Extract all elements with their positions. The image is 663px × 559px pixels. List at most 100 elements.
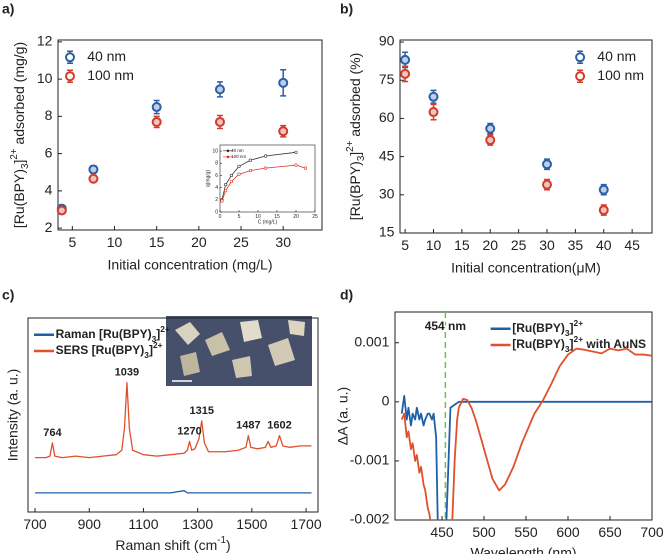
label-part: [Ru(BPY) bbox=[512, 321, 565, 335]
data-point bbox=[88, 173, 99, 184]
peak-label: 1270 bbox=[177, 425, 201, 437]
data-point bbox=[400, 54, 411, 65]
label-part: 2+ bbox=[574, 318, 584, 328]
x-axis-label: Initial concentration (mg/L) bbox=[108, 257, 273, 273]
panel-label: b) bbox=[340, 1, 353, 17]
x-tick-label: 550 bbox=[514, 524, 538, 540]
y-tick-label: 2 bbox=[45, 219, 53, 235]
legend-label: [Ru(BPY)3]2+ with AuNS bbox=[512, 334, 646, 354]
legend-marker bbox=[65, 71, 75, 82]
plot-frame bbox=[399, 39, 653, 234]
y-tick-label: 6 bbox=[215, 173, 218, 179]
legend-label: 40 nm bbox=[231, 148, 244, 153]
y-tick-label: 2 bbox=[215, 197, 218, 203]
data-point bbox=[151, 116, 162, 127]
data-point-fill bbox=[429, 92, 438, 101]
y-tick-label: -0.002 bbox=[350, 511, 390, 527]
data-point bbox=[278, 126, 289, 137]
y-tick-label: 8 bbox=[45, 107, 53, 123]
crystal bbox=[288, 320, 305, 336]
y-tick-label: 0.001 bbox=[354, 333, 389, 349]
panel-label: c) bbox=[2, 287, 14, 303]
peak-label: 1487 bbox=[236, 419, 260, 431]
label-part: ] bbox=[570, 337, 574, 351]
data-point bbox=[88, 164, 99, 175]
y-tick-label: 90 bbox=[379, 33, 395, 49]
reference-label: 454 nm bbox=[425, 319, 466, 333]
data-point bbox=[485, 123, 496, 134]
legend-label: 100 nm bbox=[87, 67, 134, 83]
y-tick-label: -0.001 bbox=[350, 452, 390, 468]
crystal bbox=[268, 338, 295, 366]
y-tick-label: 30 bbox=[379, 186, 395, 202]
data-point-fill bbox=[599, 185, 608, 194]
panel: 450 500 550 600 650 700 -0.002 -0.001 0 0.001 454 … bbox=[335, 287, 663, 559]
legend-marker bbox=[575, 52, 586, 63]
x-tick-label: 30 bbox=[539, 237, 555, 253]
data-point bbox=[214, 84, 225, 95]
label-part: 3 bbox=[20, 163, 31, 169]
label-part: 2+ bbox=[9, 148, 20, 159]
data-point-fill bbox=[429, 108, 438, 117]
data-point bbox=[264, 166, 268, 170]
micrograph-inset bbox=[166, 316, 312, 386]
data-point bbox=[229, 179, 233, 184]
y-axis-label: q(mg/g) bbox=[205, 170, 211, 188]
data-point-fill bbox=[543, 180, 551, 189]
data-point-fill bbox=[152, 117, 161, 126]
inset-background bbox=[220, 145, 315, 212]
x-tick-label: 0 bbox=[219, 214, 222, 220]
label-part: ] bbox=[149, 343, 153, 357]
plot-frame bbox=[57, 39, 323, 231]
x-tick-label: 25 bbox=[312, 214, 318, 220]
label-part: 3 bbox=[152, 334, 157, 344]
x-tick-label: 15 bbox=[454, 237, 470, 253]
crystal bbox=[205, 332, 230, 356]
series-line bbox=[221, 164, 306, 202]
x-tick-label: 35 bbox=[568, 237, 584, 253]
x-tick-label: 45 bbox=[624, 237, 640, 253]
label-part: adsorbed (%) bbox=[347, 53, 363, 141]
legend-marker bbox=[226, 155, 230, 159]
label-part: ] bbox=[570, 321, 574, 335]
data-point bbox=[542, 159, 552, 170]
data-point bbox=[248, 168, 252, 173]
y-tick-label: 10 bbox=[212, 148, 218, 154]
label-part: adsorbed (mg/g) bbox=[11, 42, 27, 149]
label-part: 2+ bbox=[153, 340, 163, 350]
y-tick-label: 10 bbox=[37, 70, 53, 86]
plot-frame bbox=[394, 311, 653, 521]
crystal bbox=[240, 320, 262, 342]
data-point-fill bbox=[401, 69, 410, 78]
y-tick-label: 4 bbox=[215, 185, 218, 191]
peak-label: 764 bbox=[43, 427, 62, 439]
panel-label: a) bbox=[2, 1, 14, 17]
data-point bbox=[303, 166, 308, 170]
data-point bbox=[220, 199, 224, 203]
y-tick-label: 4 bbox=[45, 182, 53, 198]
legend: [Ru(BPY)3]2+[Ru(BPY)3]2+ with AuNS bbox=[490, 318, 646, 354]
data-point bbox=[151, 102, 162, 113]
y-axis-label: [Ru(BPY)3]2+ adsorbed (%) bbox=[345, 53, 367, 221]
x-tick-label: 1500 bbox=[236, 516, 267, 532]
label-part: [Ru(BPY) bbox=[512, 337, 565, 351]
legend-label: [Ru(BPY)3]2+ bbox=[512, 318, 583, 338]
label-part: -1 bbox=[217, 535, 226, 546]
data-point-fill bbox=[215, 85, 224, 94]
data-point-fill bbox=[89, 165, 98, 174]
x-axis-label: Initial concentration(μM) bbox=[451, 260, 601, 276]
x-tick-label: 30 bbox=[275, 234, 291, 250]
label-part: with AuNS bbox=[583, 337, 646, 351]
legend-marker bbox=[575, 71, 586, 82]
x-axis-label: C (mg/L) bbox=[258, 219, 278, 225]
data-point bbox=[278, 77, 289, 88]
data-point-fill bbox=[152, 103, 161, 112]
x-tick-label: 20 bbox=[482, 237, 498, 253]
x-tick-label: 650 bbox=[598, 524, 622, 540]
y-tick-label: 12 bbox=[37, 33, 53, 49]
